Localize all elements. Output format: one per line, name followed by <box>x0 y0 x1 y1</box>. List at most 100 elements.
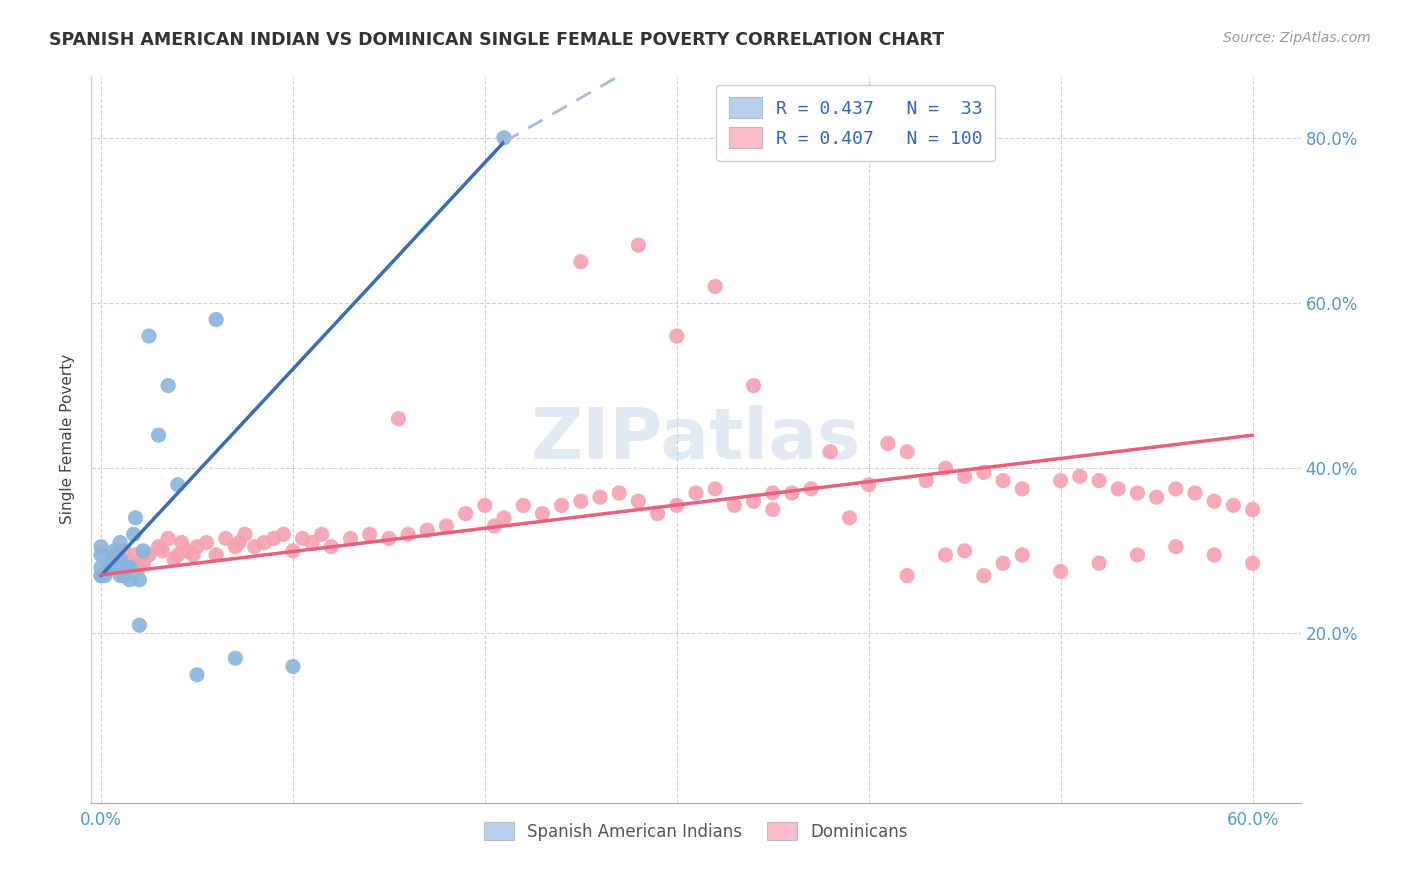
Point <box>607 486 630 500</box>
Point <box>800 482 823 496</box>
Point <box>1164 540 1187 554</box>
Point <box>205 548 228 562</box>
Text: Source: ZipAtlas.com: Source: ZipAtlas.com <box>1223 31 1371 45</box>
Point <box>90 548 112 562</box>
Point <box>118 556 141 570</box>
Point <box>100 556 122 570</box>
Point <box>122 527 145 541</box>
Point <box>1107 482 1129 496</box>
Point <box>454 507 477 521</box>
Point <box>108 568 131 582</box>
Point <box>112 568 135 582</box>
Point <box>436 519 458 533</box>
Point <box>166 548 188 562</box>
Point <box>1049 474 1071 488</box>
Point <box>780 486 803 500</box>
Point <box>132 556 155 570</box>
Point <box>339 532 361 546</box>
Point <box>94 568 117 582</box>
Point <box>896 444 918 458</box>
Point <box>186 667 208 681</box>
Point <box>973 568 995 582</box>
Point <box>108 535 131 549</box>
Point <box>224 651 246 665</box>
Point <box>186 540 208 554</box>
Point <box>115 560 138 574</box>
Point <box>1011 482 1033 496</box>
Point <box>228 535 250 549</box>
Point <box>1222 499 1244 513</box>
Point <box>233 527 256 541</box>
Point <box>742 378 765 392</box>
Point <box>105 548 128 562</box>
Point <box>569 494 592 508</box>
Point <box>224 540 246 554</box>
Point <box>281 659 304 673</box>
Point <box>550 499 572 513</box>
Point <box>1126 486 1149 500</box>
Point <box>953 544 976 558</box>
Point <box>90 540 112 554</box>
Point <box>118 560 141 574</box>
Point <box>108 560 131 574</box>
Point <box>474 499 496 513</box>
Point <box>170 535 193 549</box>
Point <box>1241 556 1264 570</box>
Point <box>205 312 228 326</box>
Point <box>647 507 669 521</box>
Point <box>1204 548 1226 562</box>
Point <box>176 544 198 558</box>
Point <box>723 499 745 513</box>
Point <box>124 548 146 562</box>
Point <box>492 510 515 524</box>
Point <box>321 540 343 554</box>
Point <box>1088 556 1111 570</box>
Point <box>704 482 727 496</box>
Point <box>512 499 534 513</box>
Point <box>1204 494 1226 508</box>
Point <box>531 507 554 521</box>
Point <box>396 527 419 541</box>
Point <box>387 411 409 425</box>
Point <box>103 544 125 558</box>
Point <box>118 573 141 587</box>
Point <box>762 486 785 500</box>
Point <box>291 532 314 546</box>
Point <box>181 548 204 562</box>
Point <box>96 565 118 579</box>
Point <box>148 428 170 442</box>
Point <box>953 469 976 483</box>
Point <box>163 552 186 566</box>
Point <box>877 436 900 450</box>
Point <box>1049 565 1071 579</box>
Point <box>1146 490 1168 504</box>
Point <box>378 532 401 546</box>
Point <box>195 535 218 549</box>
Text: SPANISH AMERICAN INDIAN VS DOMINICAN SINGLE FEMALE POVERTY CORRELATION CHART: SPANISH AMERICAN INDIAN VS DOMINICAN SIN… <box>49 31 945 49</box>
Point <box>263 532 285 546</box>
Point <box>128 618 150 632</box>
Point <box>108 552 131 566</box>
Point <box>934 461 956 475</box>
Point <box>148 540 170 554</box>
Point <box>569 254 592 268</box>
Point <box>820 444 842 458</box>
Point <box>152 544 174 558</box>
Point <box>858 477 880 491</box>
Point <box>1164 482 1187 496</box>
Legend: Spanish American Indians, Dominicans: Spanish American Indians, Dominicans <box>475 814 917 849</box>
Point <box>359 527 381 541</box>
Point <box>138 548 160 562</box>
Point <box>124 510 146 524</box>
Point <box>253 535 276 549</box>
Point <box>166 477 188 491</box>
Point <box>934 548 956 562</box>
Point <box>112 544 135 558</box>
Point <box>484 519 506 533</box>
Point <box>90 568 112 582</box>
Point <box>762 502 785 516</box>
Point <box>128 560 150 574</box>
Point <box>896 568 918 582</box>
Point <box>128 573 150 587</box>
Text: ZIPatlas: ZIPatlas <box>531 405 860 474</box>
